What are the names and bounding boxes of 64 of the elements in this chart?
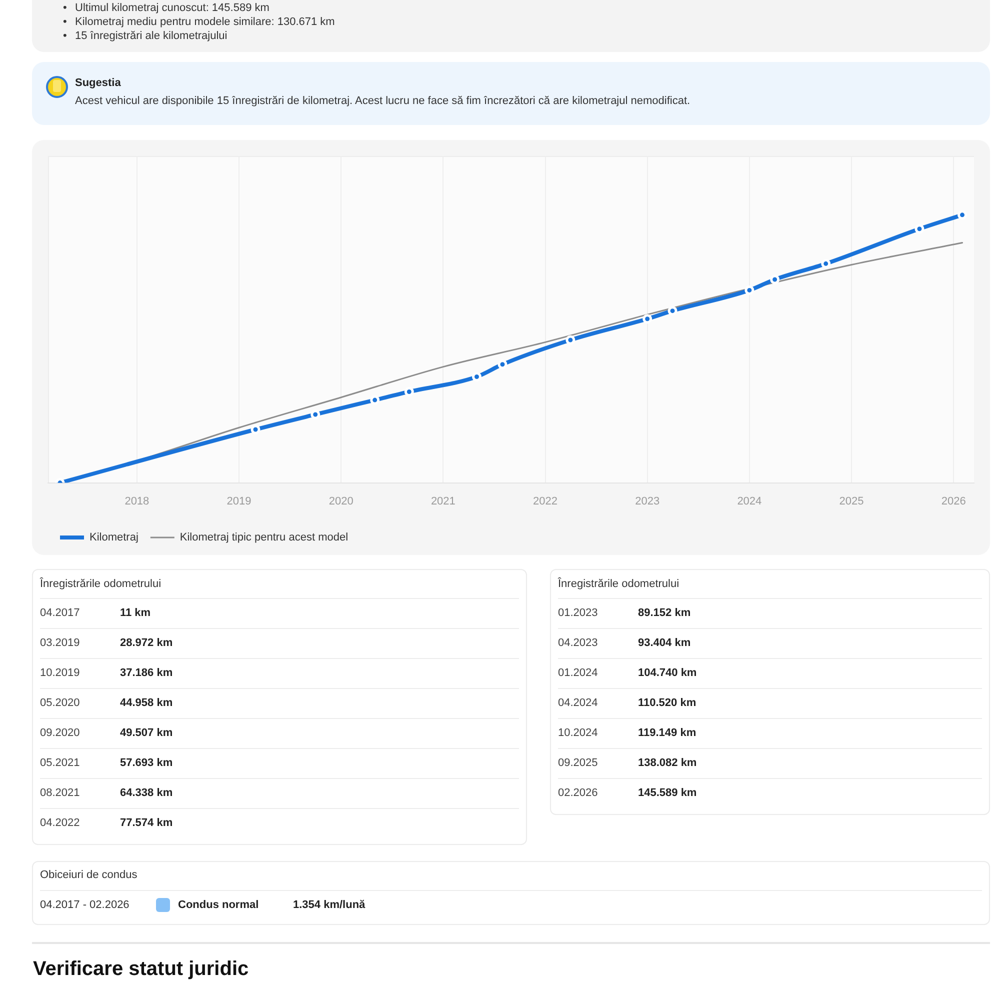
x-tick-label: 2020	[328, 495, 354, 508]
text: 04.2022	[40, 816, 80, 830]
text: 138.082 km	[638, 756, 697, 770]
text: 15 înregistrări ale kilometrajului	[75, 29, 228, 43]
point	[770, 274, 780, 284]
point	[914, 224, 924, 234]
text: Obiceiuri de condus	[40, 868, 138, 882]
point	[566, 335, 576, 345]
text: 10.2019	[40, 666, 80, 680]
point	[472, 372, 482, 382]
x-tick-label: 2019	[226, 495, 252, 508]
text: 01.2024	[558, 666, 598, 680]
text: 89.152 km	[638, 606, 691, 620]
x-tick-label: 2022	[533, 495, 558, 508]
text: Înregistrările odometrului	[40, 577, 162, 591]
text: Kilometraj mediu pentru modele similare: 130.671 km	[75, 15, 335, 29]
legend-label: Kilometraj	[90, 532, 138, 544]
point	[744, 285, 754, 295]
text: 04.2023	[558, 636, 598, 650]
text: 1.354 km/lună	[293, 898, 366, 912]
x-tick-label: 2025	[839, 495, 864, 508]
text: 08.2021	[40, 786, 80, 800]
text: 04.2017	[40, 606, 80, 620]
x-tick-label: 2021	[430, 495, 456, 508]
x-tick-label: 2024	[737, 495, 762, 508]
x-tick-label: 2018	[124, 495, 150, 508]
text: Ultimul kilometraj cunoscut: 145.589 km	[75, 1, 270, 15]
text: 04.2024	[558, 696, 598, 710]
text: •	[63, 1, 67, 15]
text: 57.693 km	[120, 756, 173, 770]
point	[642, 314, 652, 324]
point	[821, 258, 831, 268]
text: 64.338 km	[120, 786, 173, 800]
legend-label: Kilometraj tipic pentru acest model	[180, 532, 348, 544]
text: 01.2023	[558, 606, 598, 620]
text: 93.404 km	[638, 636, 691, 650]
text: 49.507 km	[120, 726, 173, 740]
text: 37.186 km	[120, 666, 173, 680]
text: 119.149 km	[638, 726, 696, 740]
text: 05.2021	[40, 756, 80, 770]
text: 28.972 km	[120, 636, 173, 650]
text: •	[63, 29, 67, 43]
text: 44.958 km	[120, 696, 173, 710]
text: 110.520 km	[638, 696, 696, 710]
text: 77.574 km	[120, 816, 173, 830]
text: 05.2020	[40, 696, 80, 710]
text: 104.740 km	[638, 666, 697, 680]
text: 09.2020	[40, 726, 80, 740]
point	[498, 360, 508, 370]
text: 11 km	[120, 606, 151, 620]
text: 04.2017 - 02.2026	[40, 898, 130, 912]
text: Înregistrările odometrului	[558, 577, 680, 591]
text: Sugestia	[75, 76, 121, 90]
text: •	[63, 15, 67, 29]
text: 02.2026	[558, 786, 598, 800]
text: Condus normal	[178, 898, 259, 912]
x-tick-label: 2023	[635, 495, 660, 508]
text: 03.2019	[40, 636, 80, 650]
x-tick-label: 2026	[941, 495, 966, 508]
text: Verificare statut juridic	[33, 957, 249, 981]
text: 145.589 km	[638, 786, 697, 800]
text: Acest vehicul are disponibile 15 înregistrări de kilometraj. Acest lucru ne face să fim încrezători că are kilometrajul nemodificat.	[75, 94, 690, 108]
text: 09.2025	[558, 756, 598, 770]
text: 10.2024	[558, 726, 598, 740]
